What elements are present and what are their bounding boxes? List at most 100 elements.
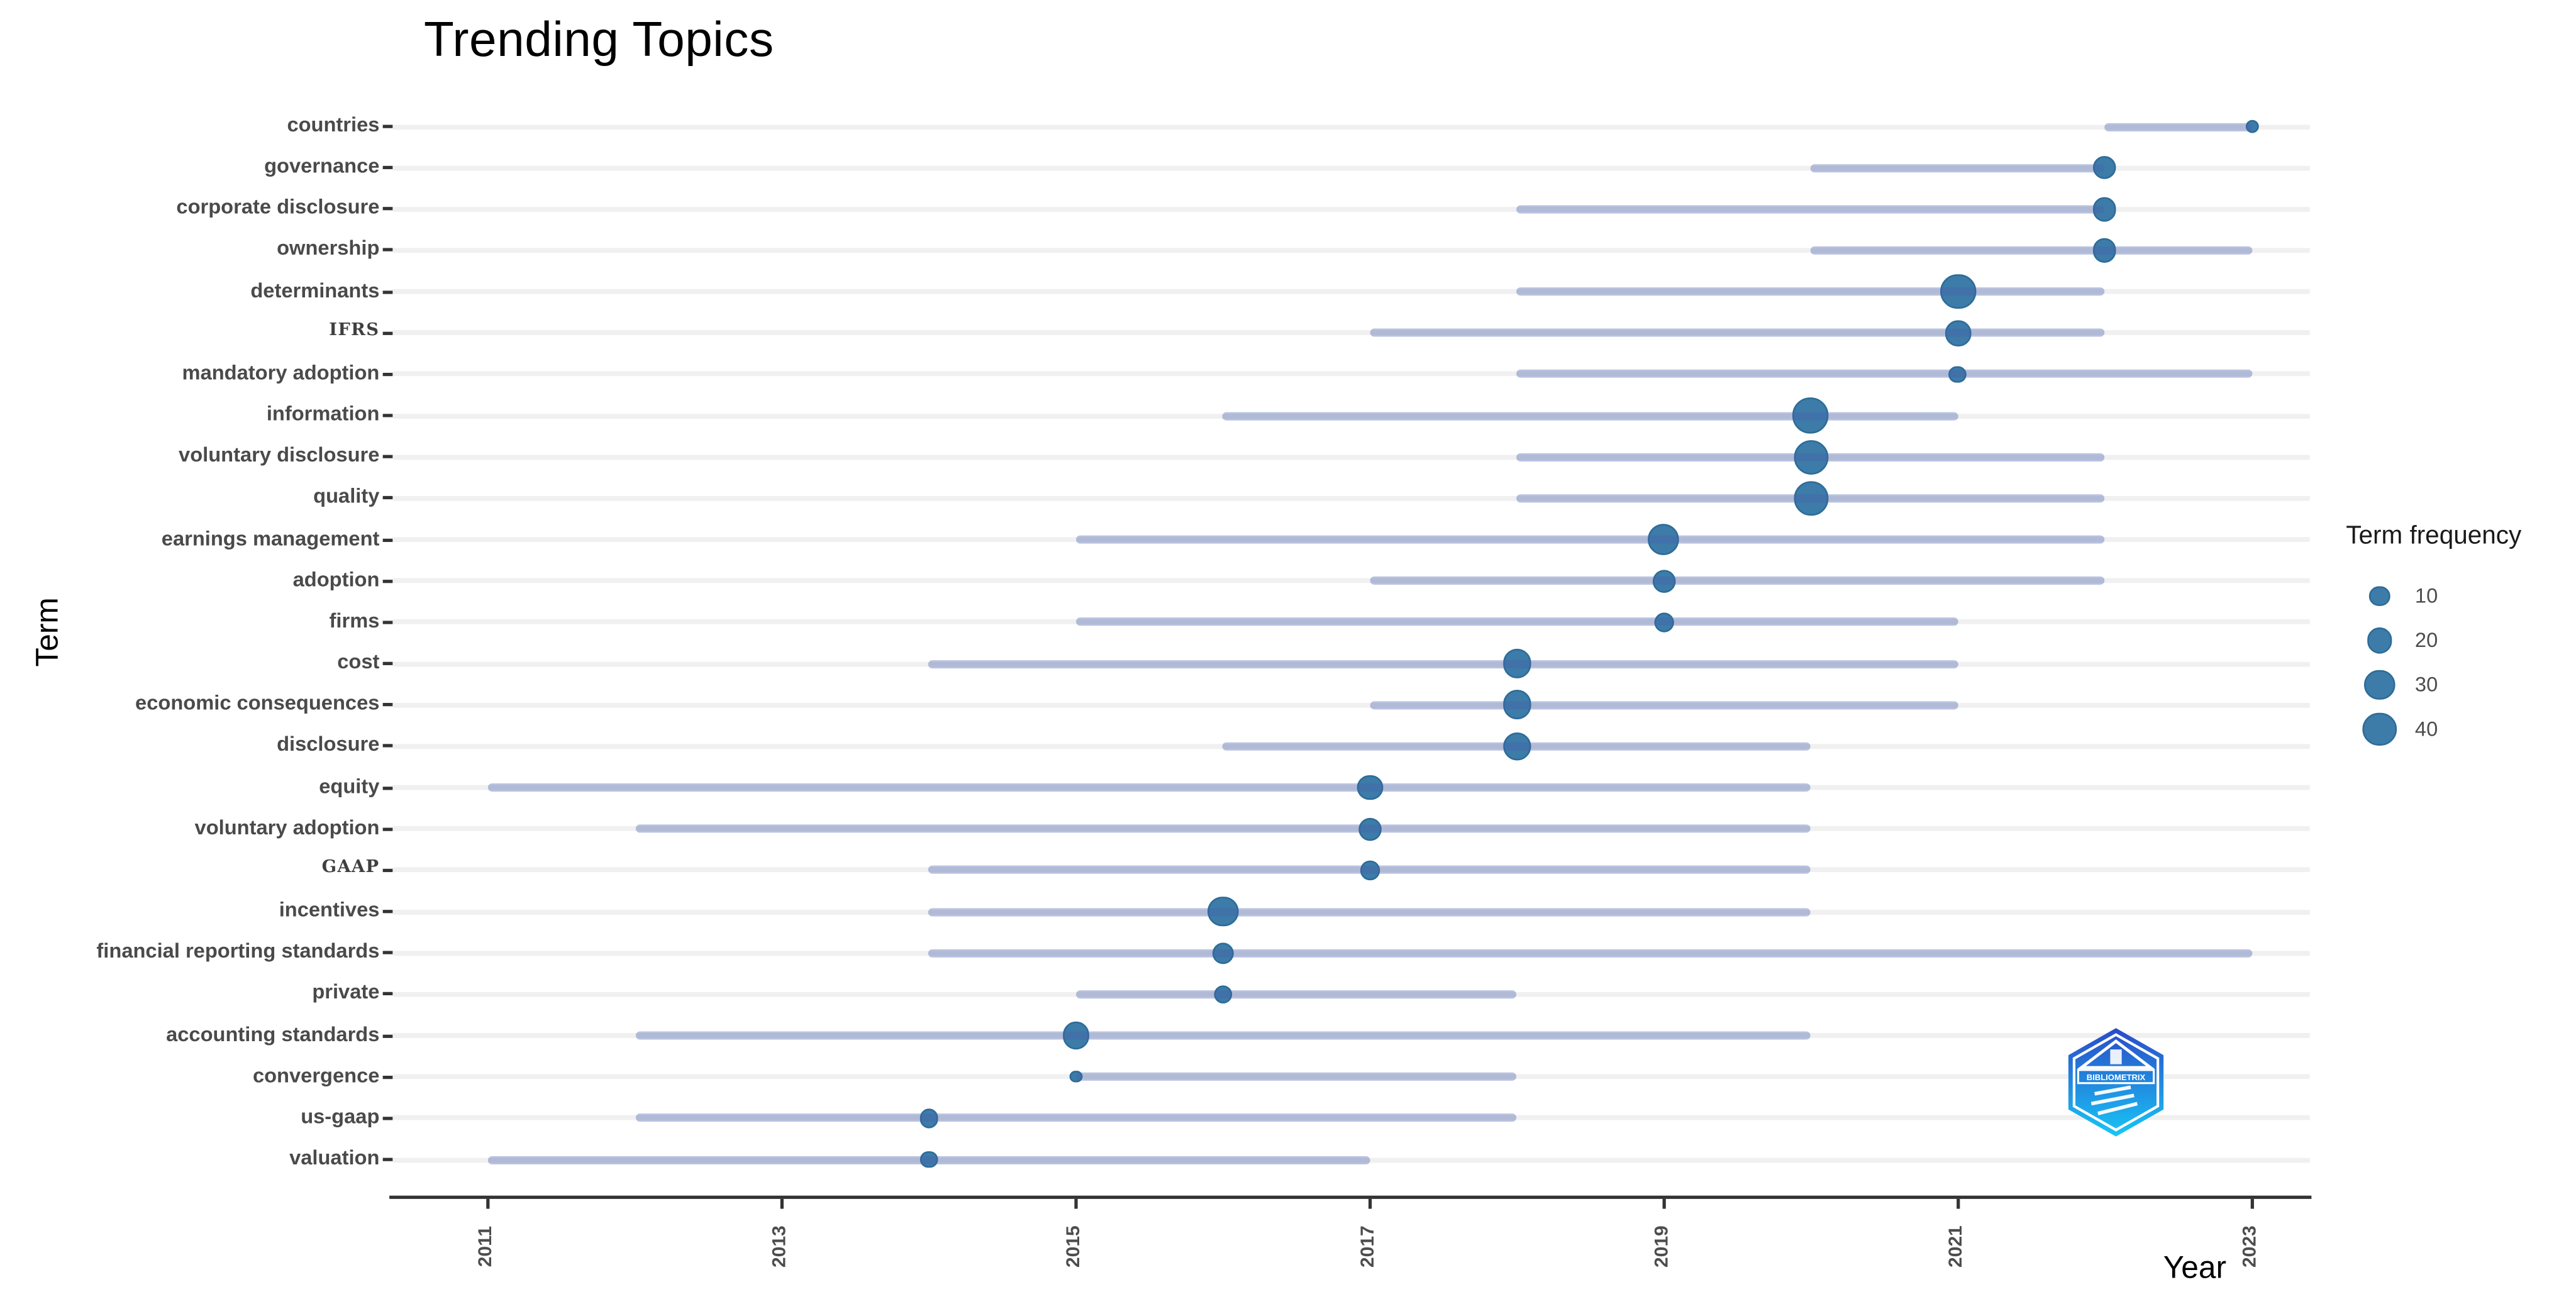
x-axis-tick-label: 2019: [1652, 1225, 1672, 1268]
term-year-range-line: [1075, 990, 1517, 998]
y-axis-tick: [382, 166, 393, 170]
term-label: convergence: [252, 1063, 380, 1087]
y-axis-tick: [382, 455, 393, 459]
row-gridline: [392, 578, 2310, 583]
term-frequency-bubble: [2092, 155, 2117, 180]
term-year-range-line: [488, 783, 1811, 792]
term-year-range-line: [1516, 494, 2105, 503]
term-year-range-line: [1516, 453, 2105, 461]
term-frequency-bubble: [1948, 365, 1967, 384]
term-year-range-line: [1075, 618, 1958, 627]
term-label: valuation: [289, 1146, 380, 1169]
bibliometrix-logo-icon: BIBLIOMETRIX: [2068, 1028, 2164, 1137]
x-axis-tick-mark: [1956, 1198, 1960, 1209]
y-axis-tick: [382, 372, 393, 377]
term-label: us-gaap: [301, 1105, 380, 1129]
term-year-range-line: [1516, 205, 2105, 214]
y-axis-tick: [382, 248, 393, 252]
term-label: quality: [313, 485, 380, 509]
term-frequency-bubble: [919, 1108, 939, 1128]
legend-bubble: [2364, 670, 2395, 700]
term-year-range-line: [635, 824, 1811, 833]
y-axis-tick: [382, 579, 393, 583]
legend-value-label: 10: [2414, 584, 2438, 608]
term-year-range-line: [1516, 287, 2105, 296]
row-gridline: [392, 991, 2310, 997]
term-year-range-line: [1075, 1073, 1517, 1081]
term-frequency-bubble: [1360, 860, 1380, 880]
x-axis-tick-mark: [486, 1198, 490, 1209]
y-axis-tick: [382, 538, 393, 541]
term-label: equity: [319, 774, 380, 798]
row-gridline: [392, 1074, 2310, 1080]
term-label: economic consequences: [135, 692, 380, 715]
x-axis-tick-mark: [2250, 1198, 2253, 1209]
y-axis-tick: [382, 910, 393, 914]
term-frequency-bubble: [2092, 197, 2117, 221]
y-axis-tick: [382, 497, 393, 500]
term-frequency-bubble: [1940, 273, 1976, 310]
term-label: firms: [329, 609, 380, 632]
term-label: incentives: [279, 898, 380, 922]
term-year-range-line: [1370, 329, 2105, 338]
term-frequency-bubble: [1502, 690, 1531, 720]
term-frequency-bubble: [1062, 1022, 1090, 1049]
term-year-range-line: [1075, 535, 2105, 544]
legend-bubble: [2366, 627, 2393, 654]
row-gridline: [392, 1033, 2310, 1038]
term-year-range-line: [635, 1031, 1811, 1040]
legend-bubble: [2362, 712, 2397, 746]
term-year-range-line: [488, 1155, 1370, 1164]
y-axis-tick: [382, 621, 393, 624]
row-gridline: [392, 1115, 2310, 1121]
term-year-range-line: [1223, 411, 1958, 420]
y-axis-tick: [382, 1157, 393, 1161]
term-frequency-bubble: [1945, 320, 1971, 346]
y-axis-tick: [382, 951, 393, 955]
term-frequency-bubble: [1794, 481, 1828, 516]
term-frequency-bubble: [1652, 569, 1676, 593]
term-year-range-line: [929, 660, 1958, 668]
row-gridline: [392, 702, 2310, 708]
chart-title: Trending Topics: [423, 13, 774, 68]
y-axis-tick: [382, 1034, 393, 1037]
y-axis-tick: [382, 1075, 393, 1079]
x-axis-tick-mark: [1662, 1198, 1666, 1209]
x-axis-tick-label: 2013: [770, 1225, 791, 1268]
term-frequency-bubble: [1793, 397, 1829, 434]
term-frequency-bubble: [2245, 119, 2258, 133]
x-axis-tick-label: 2017: [1358, 1225, 1379, 1268]
term-label: private: [312, 981, 380, 1004]
term-label: adoption: [292, 568, 380, 591]
term-label: information: [266, 402, 380, 426]
row-gridline: [392, 372, 2310, 377]
x-axis-title: Year: [2163, 1251, 2227, 1286]
y-axis-tick: [382, 124, 393, 128]
row-gridline: [392, 248, 2310, 253]
term-frequency-bubble: [2092, 238, 2117, 263]
y-axis-tick: [382, 992, 393, 996]
y-axis-tick: [382, 868, 393, 872]
row-gridline: [392, 950, 2310, 956]
term-year-range-line: [1811, 246, 2252, 255]
term-year-range-line: [929, 866, 1811, 875]
term-label: disclosure: [277, 733, 380, 756]
term-frequency-bubble: [1502, 649, 1531, 678]
row-gridline: [392, 165, 2310, 170]
y-axis-tick: [382, 290, 393, 294]
term-frequency-bubble: [1070, 1071, 1082, 1083]
y-axis-tick: [382, 661, 393, 666]
row-gridline: [392, 124, 2310, 130]
term-frequency-bubble: [1648, 524, 1680, 556]
term-frequency-bubble: [920, 1151, 938, 1168]
svg-text:BIBLIOMETRIX: BIBLIOMETRIX: [2087, 1073, 2146, 1082]
term-label: GAAP: [321, 857, 380, 877]
term-frequency-bubble: [1502, 732, 1531, 761]
term-label: ownership: [277, 237, 380, 260]
term-frequency-bubble: [1793, 439, 1828, 475]
x-axis-tick-mark: [1368, 1198, 1372, 1209]
row-gridline: [392, 413, 2310, 419]
row-gridline: [392, 619, 2310, 625]
term-label: corporate disclosure: [176, 196, 380, 219]
